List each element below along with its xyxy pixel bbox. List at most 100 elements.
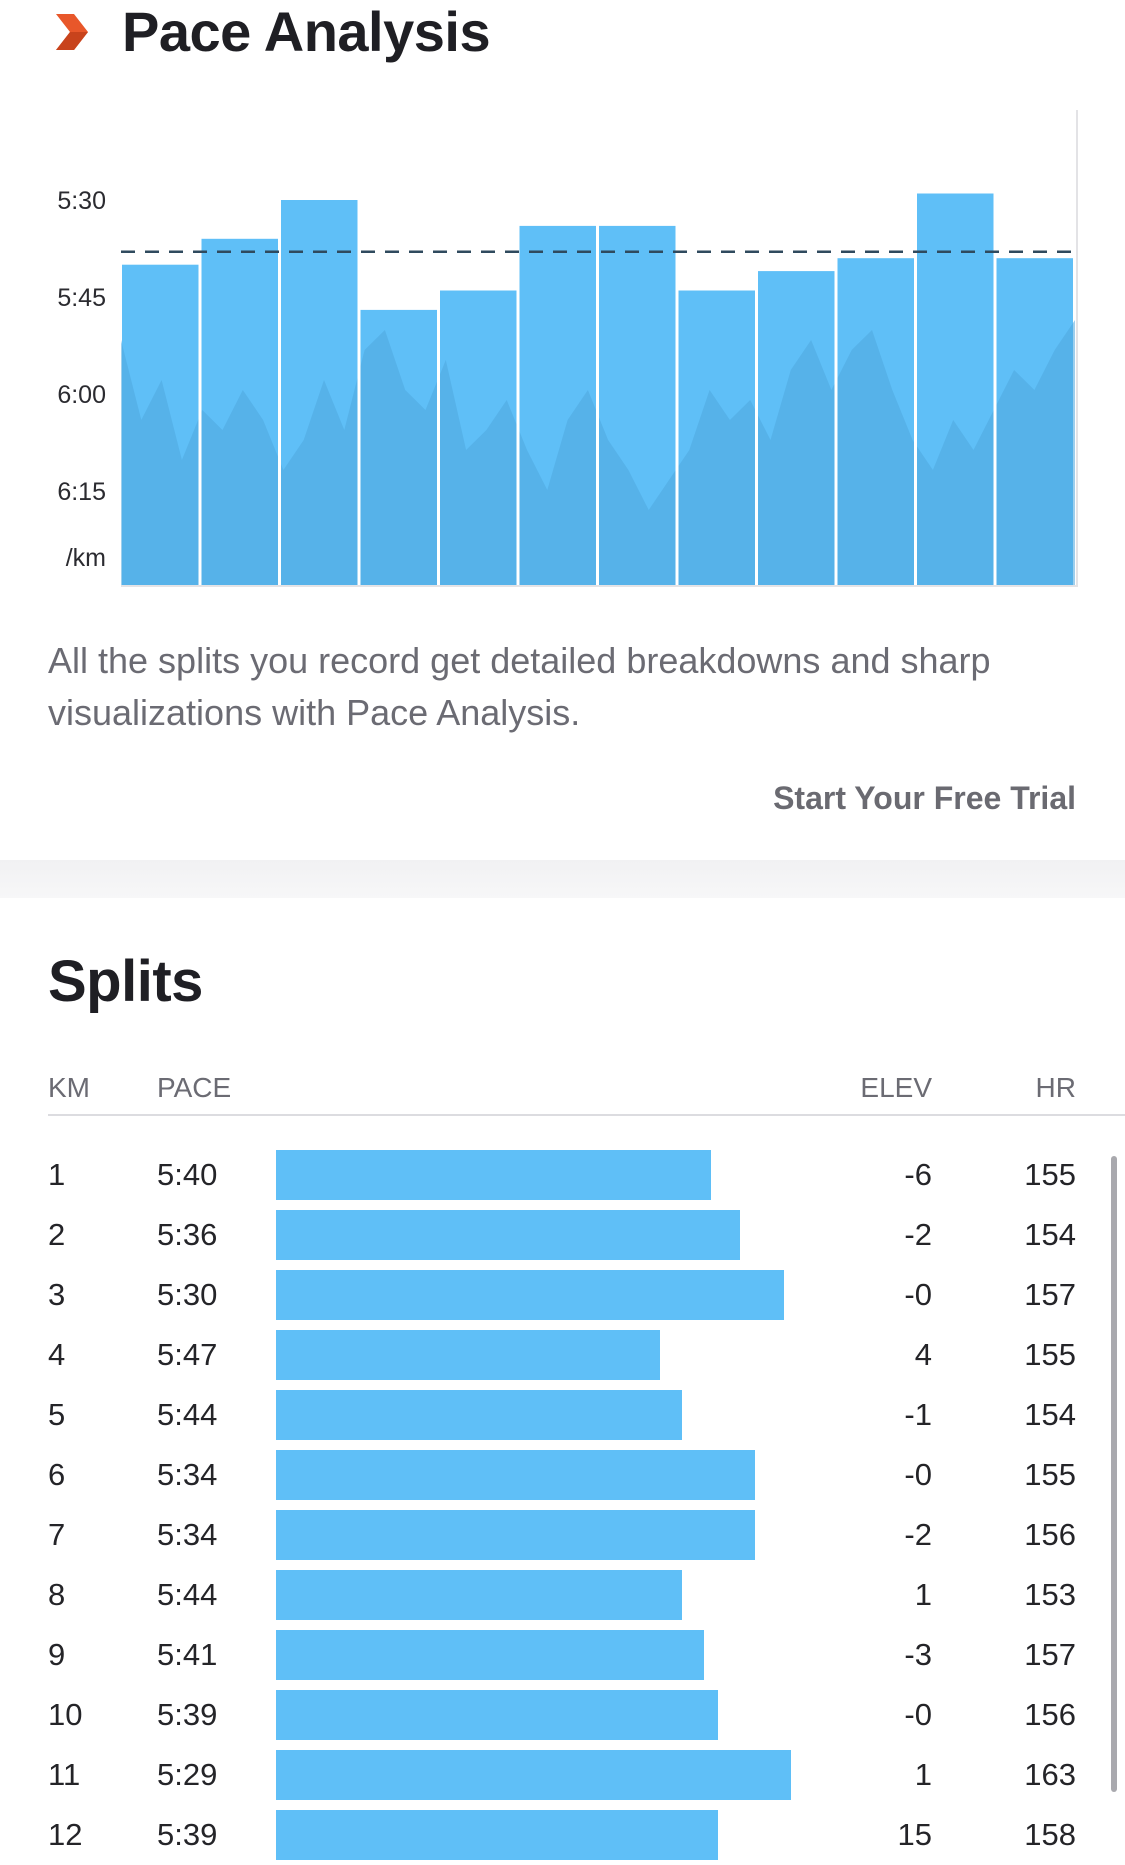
split-hr: 158 [1024,1817,1076,1852]
split-pace: 5:34 [157,1517,218,1552]
split-km: 6 [48,1457,66,1492]
split-pace-bar-track [276,1390,682,1440]
split-pace: 5:34 [157,1457,218,1492]
split-hr: 156 [1024,1697,1076,1732]
scrollbar[interactable] [1111,1156,1117,1792]
split-elev: -3 [904,1637,932,1672]
split-hr: 157 [1024,1277,1076,1312]
split-km: 3 [48,1277,66,1312]
split-pace-bar [276,1750,791,1800]
split-hr: 155 [1024,1337,1076,1372]
split-elev: -6 [904,1157,932,1192]
split-km: 5 [48,1397,66,1432]
split-pace: 5:29 [157,1757,218,1792]
split-hr: 154 [1024,1217,1076,1252]
splits-table-body: 1 5:40 -6 155 2 5:36 -2 154 3 5:30 -0 157 4 5:47 4 155 5… [0,1150,1125,1865]
split-elev: 15 [897,1817,932,1852]
split-pace-bar [276,1270,784,1320]
split-elev: -2 [904,1517,932,1552]
column-header-km: KM [48,1072,90,1103]
split-row: 12 5:39 15 158 [0,1810,1125,1865]
split-elev: -2 [904,1217,932,1252]
pace-analysis-header: Pace Analysis [50,0,491,64]
split-pace-bar [276,1150,711,1200]
split-hr: 154 [1024,1397,1076,1432]
pace-chart: 5:30 5:45 6:00 6:15/km [0,90,1125,600]
split-km: 12 [48,1817,83,1852]
pace-analysis-title: Pace Analysis [122,0,491,63]
split-hr: 163 [1024,1757,1076,1792]
split-row: 2 5:36 -2 154 [0,1210,1125,1270]
split-pace: 5:30 [157,1277,218,1312]
split-row: 3 5:30 -0 157 [0,1270,1125,1330]
split-pace-bar-track [276,1330,660,1380]
split-pace-bar-track [276,1270,784,1320]
split-elev: -0 [904,1697,932,1732]
split-elev: -0 [904,1277,932,1312]
column-header-pace: PACE [157,1072,232,1103]
split-pace-bar [276,1210,740,1260]
split-km: 10 [48,1697,83,1732]
start-free-trial-link[interactable]: Start Your Free Trial [773,780,1076,816]
split-pace: 5:39 [157,1817,218,1852]
split-pace-bar [276,1450,755,1500]
split-pace: 5:44 [157,1577,218,1612]
splits-card: Splits KM PACE ELEV HR 1 5:40 -6 155 2 5:36 -2… [0,898,1125,1865]
split-hr: 157 [1024,1637,1076,1672]
split-pace-bar-track [276,1450,755,1500]
split-pace: 5:36 [157,1217,218,1252]
split-row: 8 5:44 1 153 [0,1570,1125,1630]
split-pace: 5:40 [157,1157,218,1192]
split-pace-bar [276,1570,682,1620]
pace-analysis-description: All the splits you record get detailed b… [48,640,991,733]
splits-table-header: KM PACE ELEV HR [0,1063,1125,1113]
header-divider [48,1114,1125,1116]
split-pace-bar-track [276,1630,704,1680]
split-elev: -1 [904,1397,932,1432]
split-pace-bar [276,1330,660,1380]
split-pace-bar [276,1630,704,1680]
column-header-elev: ELEV [860,1072,932,1103]
split-km: 11 [48,1757,81,1792]
split-pace: 5:47 [157,1337,218,1372]
y-tick-label: /km [66,544,106,572]
split-hr: 155 [1024,1457,1076,1492]
column-header-hr: HR [1035,1072,1076,1103]
split-pace-bar [276,1690,718,1740]
split-pace: 5:41 [157,1637,218,1672]
pace-analysis-card: Pace Analysis 5:30 5:45 6:00 6:15/km All th… [0,0,1125,860]
split-elev: 1 [914,1757,932,1792]
split-pace-bar-track [276,1750,791,1800]
split-pace: 5:39 [157,1697,218,1732]
split-pace-bar-track [276,1570,682,1620]
split-pace-bar-track [276,1510,755,1560]
split-pace: 5:44 [157,1397,218,1432]
y-tick-label: 6:15 [57,478,106,506]
split-hr: 153 [1024,1577,1076,1612]
y-tick-label: 5:45 [57,284,106,312]
split-row: 9 5:41 -3 157 [0,1630,1125,1690]
split-row: 6 5:34 -0 155 [0,1450,1125,1510]
split-elev: -0 [904,1457,932,1492]
split-km: 8 [48,1577,66,1612]
split-row: 1 5:40 -6 155 [0,1150,1125,1210]
split-km: 7 [48,1517,66,1552]
split-km: 2 [48,1217,66,1252]
splits-title: Splits [48,949,203,1014]
split-pace-bar [276,1390,682,1440]
summit-chevron-icon [50,10,94,54]
split-km: 4 [48,1337,66,1372]
split-pace-bar-track [276,1690,718,1740]
split-pace-bar [276,1810,718,1860]
split-pace-bar-track [276,1210,740,1260]
y-tick-label: 5:30 [57,187,106,215]
split-pace-bar [276,1510,755,1560]
split-row: 7 5:34 -2 156 [0,1510,1125,1570]
split-elev: 4 [914,1337,932,1372]
split-elev: 1 [914,1577,932,1612]
split-km: 1 [48,1157,66,1192]
section-divider [0,860,1125,898]
y-tick-label: 6:00 [57,381,106,409]
split-row: 10 5:39 -0 156 [0,1690,1125,1750]
